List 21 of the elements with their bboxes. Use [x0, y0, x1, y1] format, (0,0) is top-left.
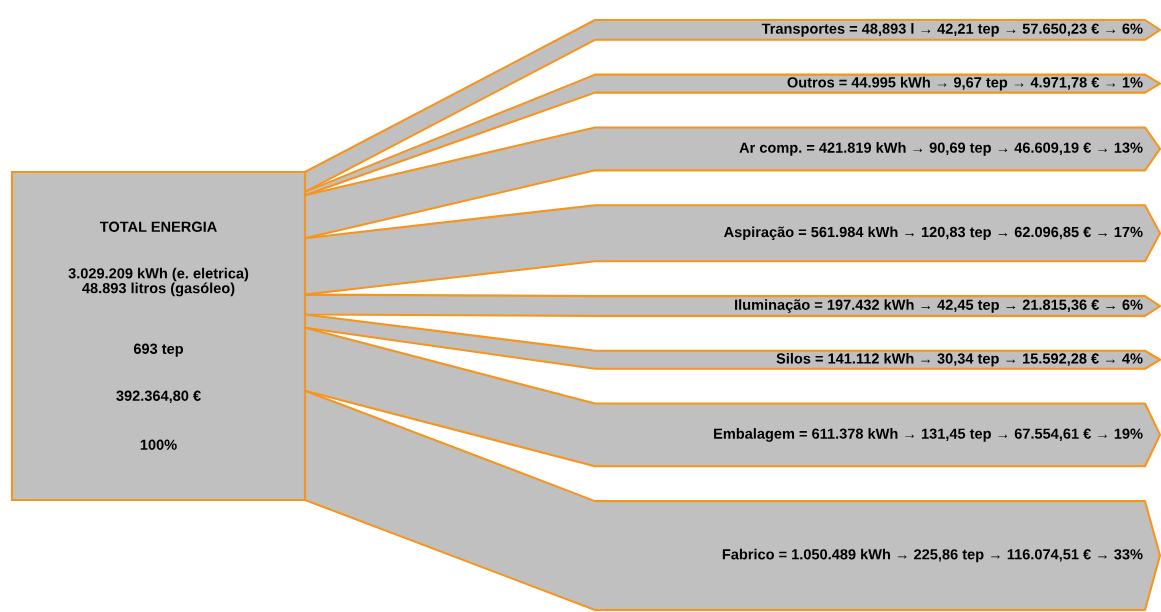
text: 3.029.209 kWh (e. eletrica) 48.893 litros (gasóleo)	[68, 267, 249, 297]
text: TOTAL ENERGIA	[99, 221, 217, 232]
category-label: Transportes = 48,893 l → 42,21 tep → 57.650,23 € →	[761, 23, 1115, 37]
text: 693 tep	[133, 343, 184, 357]
data-label: 6%	[1122, 23, 1143, 34]
category-label: Iluminação = 197.432 kWh → 42,45 tep → 21.815,36 € →	[735, 299, 1115, 313]
category-label: Embalagem = 611.378 kWh → 131,45 tep → 67.554,61 € →	[714, 428, 1107, 442]
data-label: 1%	[1122, 77, 1143, 88]
data-label: 33%	[1114, 549, 1143, 560]
category-label: Fabrico = 1.050.489 kWh → 225,86 tep → 116.074,51 € →	[722, 548, 1107, 563]
category-label: Silos = 141.112 kWh → 30,34 tep → 15.592,28 € →	[776, 352, 1115, 367]
text: 392.364,80 €	[116, 390, 201, 404]
data-label: 17%	[1114, 226, 1143, 238]
data-label: 19%	[1114, 428, 1143, 439]
text: 100%	[140, 439, 177, 450]
category-label: Outros = 44.995 kWh → 9,67 tep → 4.971,78 € →	[787, 76, 1116, 91]
data-label: 13%	[1114, 142, 1143, 153]
data-label: 4%	[1122, 353, 1143, 364]
category-label: Ar comp. = 421.819 kWh → 90,69 tep → 46.609,19 € →	[739, 142, 1107, 156]
data-label: 6%	[1122, 299, 1143, 310]
category-label: Aspiração = 561.984 kWh → 120,83 tep → 62.096,85 € →	[724, 226, 1107, 241]
